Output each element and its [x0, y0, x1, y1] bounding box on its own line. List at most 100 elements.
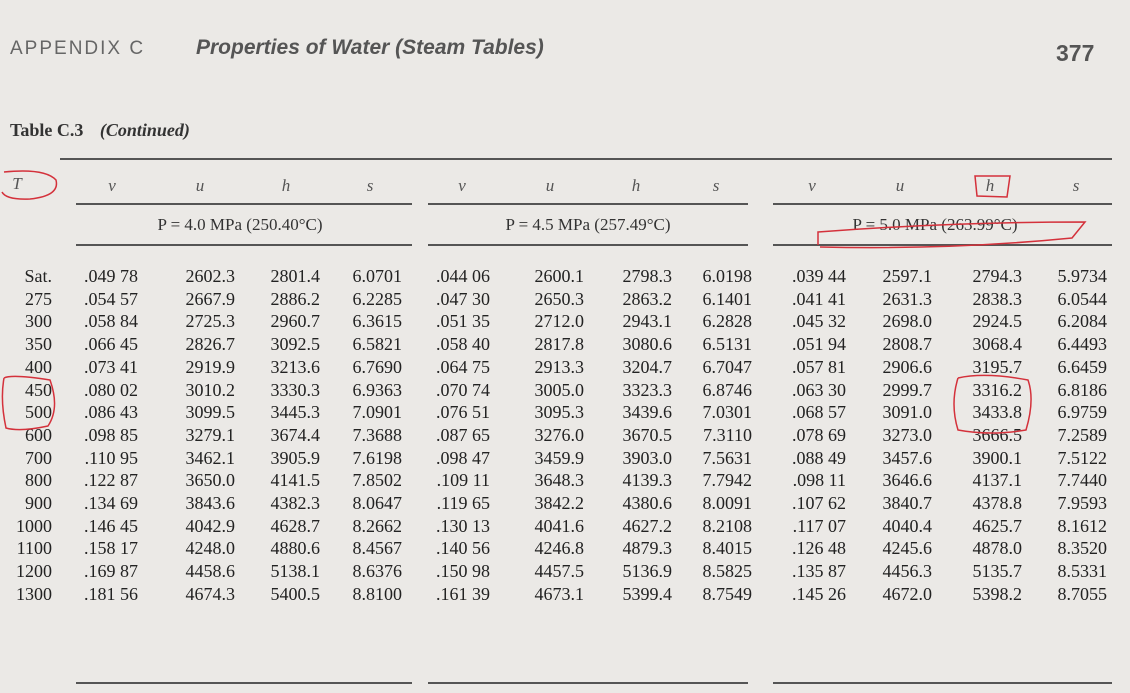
- table-cell: 3099.5: [185, 402, 236, 423]
- table-cell: 8.4015: [702, 538, 753, 559]
- table-cell: 2817.8: [534, 334, 585, 355]
- page-number: 377: [1056, 40, 1095, 66]
- table-cell: 7.6198: [352, 447, 403, 468]
- table-cell: 4674.3: [185, 583, 236, 604]
- table-cell: 3905.9: [270, 447, 321, 468]
- block-rule: [428, 244, 748, 246]
- annotation-pressure-box: [817, 221, 1087, 249]
- table-cell: 6.6459: [1057, 356, 1108, 377]
- table-cell: .076 51: [436, 402, 490, 423]
- table-cell: 3095.3: [534, 402, 585, 423]
- column-symbol-v: v: [108, 176, 116, 195]
- temperature-cell: Sat.: [24, 266, 52, 286]
- table-cell: 6.2285: [352, 288, 403, 309]
- column-symbol-s: s: [712, 176, 720, 195]
- table-cell: 2886.2: [270, 288, 321, 309]
- table-cell: 4878.0: [972, 538, 1023, 559]
- table-cell: 2667.9: [185, 288, 236, 309]
- temperature-cell: 700: [25, 447, 52, 468]
- block-rule: [76, 203, 412, 205]
- table-cell: .058 84: [84, 311, 138, 332]
- table-cell: .161 39: [436, 583, 490, 604]
- temperature-cell: 1200: [16, 561, 52, 582]
- table-cell: 2808.7: [882, 334, 933, 355]
- table-cell: 2602.3: [185, 266, 236, 286]
- table-cell: .047 30: [436, 288, 490, 309]
- table-cell: 7.3110: [703, 424, 752, 445]
- table-cell: .045 32: [792, 311, 846, 332]
- table-cell: 2919.9: [185, 356, 236, 377]
- table-cell: .064 75: [436, 356, 490, 377]
- table-cell: 8.0091: [702, 493, 753, 513]
- table-cell: 4673.1: [534, 583, 585, 604]
- table-cell: 3068.4: [972, 334, 1023, 355]
- annotation-temp-bracket: [1, 375, 56, 431]
- table-cell: 6.9363: [352, 379, 403, 400]
- table-cell: 7.2589: [1057, 424, 1108, 445]
- table-cell: 3005.0: [534, 379, 585, 400]
- table-cell: .126 48: [792, 538, 846, 559]
- table-cell: 3843.6: [185, 493, 236, 513]
- table-cell: 3650.0: [185, 470, 236, 491]
- column-symbol-s: s: [1072, 176, 1080, 195]
- temperature-cell: 300: [25, 311, 52, 332]
- table-cell: 2801.4: [270, 266, 321, 286]
- table-cell: 3439.6: [622, 402, 673, 423]
- table-cell: 7.3688: [352, 424, 403, 445]
- table-cell: .054 57: [84, 288, 138, 309]
- column-symbol-v: v: [808, 176, 816, 195]
- table-cell: 2913.3: [534, 356, 585, 377]
- table-cell: 8.7055: [1057, 583, 1108, 604]
- annotation-h-values-bracket: [953, 374, 1032, 434]
- column-symbol-h: h: [631, 176, 641, 195]
- table-cell: 3092.5: [270, 334, 321, 355]
- column-symbol-v: v: [458, 176, 466, 195]
- table-cell: 3842.2: [534, 493, 585, 513]
- temperature-cell: 1100: [16, 538, 52, 559]
- column-symbol-s: s: [366, 176, 374, 195]
- table-cell: .086 43: [84, 402, 138, 423]
- block-rule: [76, 244, 412, 246]
- table-cell: 7.7942: [702, 470, 753, 491]
- table-cell: 3445.3: [270, 402, 321, 423]
- table-cell: 8.2108: [702, 515, 753, 536]
- table-cell: 3279.1: [185, 424, 236, 445]
- temperature-cell: 450: [25, 379, 52, 400]
- table-cell: .145 26: [792, 583, 846, 604]
- top-rule: [60, 158, 1112, 160]
- table-cell: .158 17: [84, 538, 138, 559]
- table-cell: .080 02: [84, 379, 138, 400]
- table-cell: 4141.5: [270, 470, 321, 491]
- table-cell: 3273.0: [882, 424, 933, 445]
- table-cell: 7.0901: [352, 402, 403, 423]
- table-cell: 6.5131: [702, 334, 753, 355]
- table-cell: 2794.3: [972, 266, 1023, 286]
- table-cell: .122 87: [84, 470, 138, 491]
- table-cell: 8.4567: [352, 538, 403, 559]
- table-cell: 8.8100: [352, 583, 403, 604]
- table-cell: 2906.6: [882, 356, 933, 377]
- table-cell: .057 81: [792, 356, 846, 377]
- table-cell: 4879.3: [622, 538, 673, 559]
- table-cell: 3903.0: [622, 447, 673, 468]
- table-cell: .039 44: [792, 266, 846, 286]
- column-symbol-u: u: [545, 176, 555, 195]
- table-cell: 3648.3: [534, 470, 585, 491]
- table-cell: 4246.8: [534, 538, 585, 559]
- table-cell: 6.0198: [702, 266, 753, 286]
- table-cell: 3462.1: [185, 447, 236, 468]
- table-cell: .169 87: [84, 561, 138, 582]
- table-cell: 2712.0: [534, 311, 585, 332]
- table-cell: 3080.6: [622, 334, 673, 355]
- table-cell: .073 41: [84, 356, 138, 377]
- table-cell: 4456.3: [882, 561, 933, 582]
- table-cell: 6.2084: [1057, 311, 1108, 332]
- table-cell: 4457.5: [534, 561, 585, 582]
- table-cell: .140 56: [436, 538, 490, 559]
- table-cell: 4137.1: [972, 470, 1023, 491]
- pressure-label: P = 4.5 MPa (257.49°C): [505, 215, 671, 234]
- temperature-cell: 900: [25, 493, 52, 513]
- table-cell: .041 41: [792, 288, 846, 309]
- table-cell: 6.1401: [702, 288, 753, 309]
- table-cell: 3433.8: [972, 402, 1023, 423]
